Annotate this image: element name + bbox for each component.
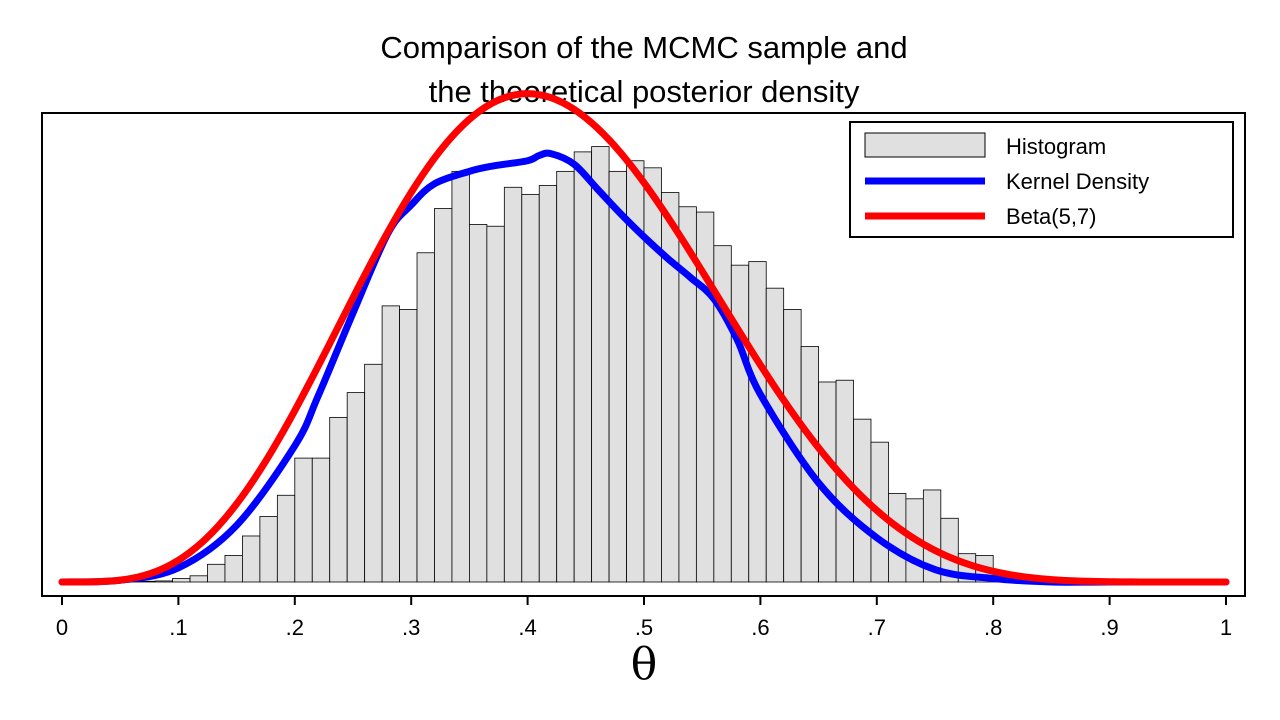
x-tick-label: .9 — [1100, 615, 1118, 640]
histogram-bar — [643, 167, 662, 583]
histogram-bar — [242, 535, 261, 583]
histogram-bar — [207, 563, 226, 583]
x-tick-label: .5 — [635, 615, 653, 640]
chart-title-line-1: Comparison of the MCMC sample and — [380, 30, 908, 65]
x-tick-label: .4 — [518, 615, 536, 640]
chart-title-line-2: the theoretical posterior density — [428, 74, 860, 109]
x-tick-label: .6 — [751, 615, 769, 640]
histogram-bar — [730, 264, 750, 583]
chart-title: Comparison of the MCMC sample and the th… — [0, 26, 1280, 114]
histogram-bar — [538, 185, 558, 583]
x-tick-label: .8 — [984, 615, 1002, 640]
x-axis-label: θ — [631, 639, 658, 690]
histogram-bar — [381, 305, 400, 583]
histogram-bar — [189, 575, 208, 583]
x-tick-label: .2 — [286, 615, 304, 640]
histogram-bar — [468, 224, 488, 583]
histogram-bar — [591, 146, 610, 583]
histogram-bar — [224, 555, 243, 583]
histogram-bar — [346, 392, 366, 583]
histogram-bar — [154, 580, 173, 583]
x-tick-label: .3 — [402, 615, 420, 640]
histogram-bar — [888, 493, 907, 583]
histogram-bar — [573, 151, 593, 583]
histogram-bar — [521, 193, 540, 583]
histogram-bar — [416, 252, 435, 583]
density-curves — [58, 90, 1230, 586]
legend: Histogram Kernel Density Beta(5,7) — [849, 121, 1234, 238]
beta-5-7-line — [58, 90, 1230, 586]
histogram-bar — [486, 225, 505, 583]
x-tick-label: 0 — [56, 615, 68, 640]
legend-label-beta: Beta(5,7) — [1006, 204, 1097, 229]
legend-swatch-histogram — [864, 132, 986, 158]
histogram-bar — [608, 170, 627, 583]
histogram-bar — [329, 416, 348, 583]
histogram-bar — [172, 578, 191, 583]
x-tick-label: 1 — [1220, 615, 1232, 640]
histogram-bar — [748, 261, 767, 583]
x-tick-label: .1 — [169, 615, 187, 640]
histogram-bar — [276, 494, 296, 583]
histogram-bar — [294, 457, 313, 583]
histogram-bar — [259, 516, 278, 583]
legend-label-histogram: Histogram — [1006, 134, 1106, 159]
histogram-bar — [311, 457, 331, 583]
histogram-bar — [503, 186, 523, 583]
histogram-bar — [364, 363, 383, 583]
kernel-density-line — [58, 149, 1230, 586]
histogram-bar — [434, 208, 453, 583]
legend-label-kernel-density: Kernel Density — [1006, 169, 1149, 194]
histogram-bar — [451, 170, 470, 583]
histogram-bar — [399, 309, 418, 583]
x-axis-ticks: 0 .1 .2 .3 .4 .5 .6 .7 .8 .9 1 — [56, 596, 1232, 640]
x-tick-label: .7 — [868, 615, 886, 640]
histogram-bar — [556, 170, 575, 583]
